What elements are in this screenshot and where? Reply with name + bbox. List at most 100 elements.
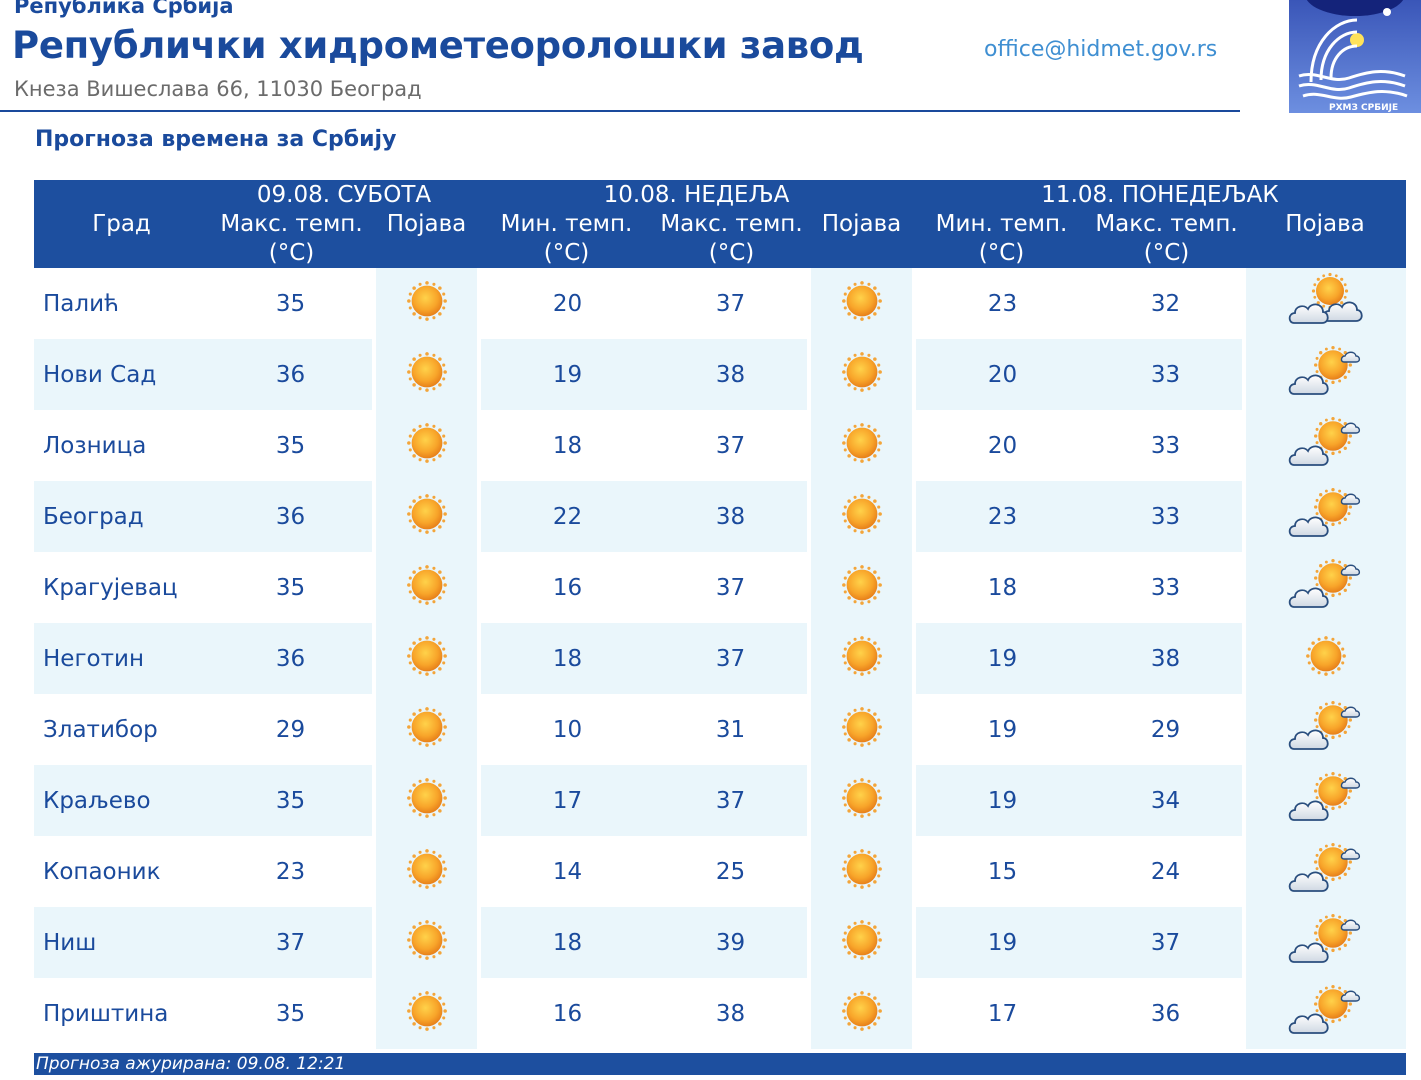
republic-name: Република Србија <box>14 0 234 18</box>
d3-max-temp: 34 <box>1089 765 1245 836</box>
weather-cell <box>372 694 481 765</box>
table-row: Нови Сад 36 19 38 20 33 <box>34 339 1407 410</box>
weather-cell <box>372 552 481 623</box>
d1-max-temp: 29 <box>209 694 374 765</box>
weather-cell <box>1242 836 1407 907</box>
day-header-1: 09.08. СУБОТА <box>256 182 432 208</box>
d1-max-temp: 23 <box>209 836 374 907</box>
weather-cell <box>806 268 917 339</box>
table-row: Неготин 36 18 37 19 38 <box>34 623 1407 694</box>
weather-cell <box>806 836 917 907</box>
d3-min-temp: 19 <box>914 907 1090 978</box>
col-d1-max: Макс. темп. (°C) <box>220 211 363 266</box>
sun-icon <box>840 279 884 329</box>
weather-cell <box>1242 268 1407 339</box>
col-d3-min: Мин. темп. (°C) <box>935 211 1068 266</box>
weather-cell <box>372 907 481 978</box>
d2-min-temp: 14 <box>479 836 654 907</box>
city-name: Лозница <box>34 410 209 481</box>
d2-max-temp: 37 <box>654 623 809 694</box>
sun-icon <box>405 350 449 400</box>
d3-min-temp: 19 <box>914 623 1090 694</box>
table-row: Ниш 37 18 39 19 37 <box>34 907 1407 978</box>
institute-name[interactable]: Републички хидрометеоролошки завод <box>12 24 864 67</box>
d2-min-temp: 17 <box>479 765 654 836</box>
sun-icon <box>840 634 884 684</box>
sun-icon <box>405 421 449 471</box>
weather-cell <box>806 907 917 978</box>
d2-max-temp: 39 <box>654 907 809 978</box>
d3-min-temp: 20 <box>914 339 1090 410</box>
forecast-rows: Палић 35 20 37 23 32 Нови Сад 36 19 38 20 33 Лозница… <box>34 268 1407 1049</box>
day-header-3: 11.08. ПОНЕДЕЉАК <box>1041 182 1279 208</box>
weather-cell <box>1242 765 1407 836</box>
d2-min-temp: 20 <box>479 268 654 339</box>
d3-max-temp: 24 <box>1089 836 1245 907</box>
d1-max-temp: 35 <box>209 978 374 1049</box>
site-header: Република Србија Републички хидрометеоро… <box>0 0 1421 118</box>
d2-max-temp: 37 <box>654 410 809 481</box>
partly-cloudy-icon <box>1288 271 1364 337</box>
d2-max-temp: 25 <box>654 836 809 907</box>
weather-cell <box>1242 410 1407 481</box>
sun-icon <box>405 705 449 755</box>
d1-max-temp: 36 <box>209 623 374 694</box>
sun-icon <box>405 776 449 826</box>
weather-cell <box>806 410 917 481</box>
d3-min-temp: 17 <box>914 978 1090 1049</box>
sun-icon <box>840 563 884 613</box>
d3-min-temp: 19 <box>914 694 1090 765</box>
col-d1-icon: Појава <box>386 211 467 237</box>
d3-max-temp: 38 <box>1089 623 1245 694</box>
weather-cell <box>372 836 481 907</box>
table-row: Краљево 35 17 37 19 34 <box>34 765 1407 836</box>
sun-icon <box>405 634 449 684</box>
weather-cell <box>372 765 481 836</box>
rhmz-logo-icon[interactable]: РХМЗ СРБИЈЕ <box>1289 0 1421 113</box>
city-name: Београд <box>34 481 209 552</box>
d2-min-temp: 16 <box>479 552 654 623</box>
d1-max-temp: 35 <box>209 410 374 481</box>
header-divider <box>0 110 1240 112</box>
d3-max-temp: 32 <box>1089 268 1245 339</box>
d2-max-temp: 37 <box>654 552 809 623</box>
weather-cell <box>1242 339 1407 410</box>
col-d2-icon: Појава <box>821 211 902 237</box>
page-title: Прогноза времена за Србију <box>35 127 397 152</box>
d2-min-temp: 22 <box>479 481 654 552</box>
weather-cell <box>806 694 917 765</box>
sun-behind-cloud-icon <box>1288 484 1364 550</box>
d3-max-temp: 33 <box>1089 552 1245 623</box>
d1-max-temp: 35 <box>209 552 374 623</box>
sun-behind-cloud-icon <box>1288 342 1364 408</box>
d3-min-temp: 18 <box>914 552 1090 623</box>
weather-cell <box>372 410 481 481</box>
sun-icon <box>1304 634 1348 684</box>
email-link[interactable]: office@hidmet.gov.rs <box>984 37 1218 62</box>
weather-cell <box>806 339 917 410</box>
weather-cell <box>372 623 481 694</box>
d3-max-temp: 33 <box>1089 410 1245 481</box>
d3-min-temp: 23 <box>914 268 1090 339</box>
table-row: Београд 36 22 38 23 33 <box>34 481 1407 552</box>
col-d3-icon: Појава <box>1285 211 1365 237</box>
d2-max-temp: 38 <box>654 978 809 1049</box>
city-name: Палић <box>34 268 209 339</box>
col-d2-max: Макс. темп. (°C) <box>660 211 803 266</box>
d1-max-temp: 36 <box>209 481 374 552</box>
city-name: Нови Сад <box>34 339 209 410</box>
table-row: Приштина 35 16 38 17 36 <box>34 978 1407 1049</box>
table-row: Копаоник 23 14 25 15 24 <box>34 836 1407 907</box>
footer-bar: Прогноза ажурирана: 09.08. 12:21 <box>34 1053 1406 1075</box>
d3-max-temp: 33 <box>1089 481 1245 552</box>
d3-max-temp: 29 <box>1089 694 1245 765</box>
d2-max-temp: 31 <box>654 694 809 765</box>
sun-behind-cloud-icon <box>1288 697 1364 763</box>
weather-cell <box>1242 481 1407 552</box>
sun-icon <box>405 989 449 1039</box>
sun-icon <box>405 918 449 968</box>
sun-behind-cloud-icon <box>1288 768 1364 834</box>
city-name: Приштина <box>34 978 209 1049</box>
col-d3-max: Макс. темп. (°C) <box>1095 211 1238 266</box>
weather-cell <box>372 481 481 552</box>
